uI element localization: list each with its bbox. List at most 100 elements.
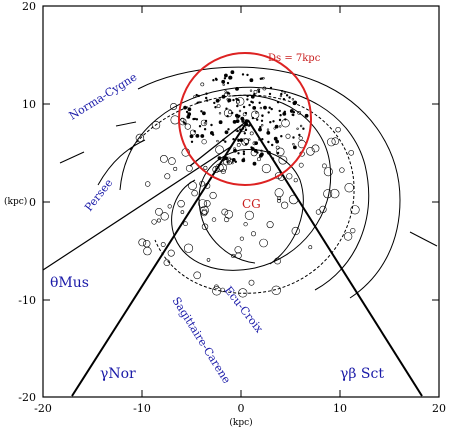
star-point bbox=[263, 105, 267, 110]
star-point bbox=[276, 151, 280, 155]
star-point bbox=[200, 134, 205, 138]
star-point bbox=[243, 222, 248, 227]
star-point bbox=[276, 147, 285, 157]
star-point bbox=[170, 103, 178, 111]
star-point bbox=[230, 70, 235, 75]
star-point bbox=[198, 124, 202, 128]
star-point bbox=[331, 137, 340, 145]
star-point bbox=[261, 163, 272, 174]
star-point bbox=[281, 118, 290, 128]
star-point bbox=[236, 142, 241, 147]
star-point bbox=[143, 246, 152, 256]
star-point bbox=[164, 173, 171, 180]
star-point bbox=[241, 118, 246, 123]
star-point bbox=[199, 180, 205, 187]
star-point bbox=[223, 77, 227, 80]
direction-gamma-beta-sct: γβ Sct bbox=[340, 366, 384, 382]
star-point bbox=[242, 112, 247, 117]
star-point bbox=[274, 124, 279, 129]
star-point bbox=[226, 81, 230, 85]
star-point bbox=[280, 135, 283, 138]
star-point bbox=[246, 98, 249, 101]
star-point bbox=[214, 105, 217, 109]
star-point bbox=[223, 108, 233, 118]
star-point bbox=[183, 105, 188, 110]
star-point bbox=[286, 173, 293, 180]
star-point bbox=[282, 97, 286, 101]
star-point bbox=[266, 221, 274, 229]
left-arm-fragment bbox=[115, 121, 137, 127]
star-point bbox=[281, 201, 289, 209]
star-point bbox=[190, 140, 194, 144]
star-point bbox=[218, 163, 227, 172]
star-point bbox=[271, 143, 274, 147]
star-point bbox=[285, 94, 289, 97]
star-point bbox=[272, 120, 275, 123]
star-point bbox=[214, 284, 219, 290]
star-point bbox=[292, 136, 295, 139]
star-point bbox=[285, 133, 291, 139]
star-point bbox=[191, 189, 198, 197]
star-point bbox=[232, 120, 237, 124]
star-point bbox=[253, 90, 258, 94]
star-point bbox=[184, 123, 191, 130]
star-point bbox=[168, 157, 176, 165]
star-point bbox=[261, 138, 264, 141]
star-point bbox=[288, 194, 299, 205]
star-point bbox=[299, 124, 303, 128]
star-point bbox=[238, 288, 248, 298]
star-point bbox=[212, 286, 222, 296]
star-point bbox=[348, 150, 355, 156]
star-point bbox=[186, 115, 191, 119]
star-point bbox=[260, 149, 263, 153]
star-point bbox=[350, 205, 360, 215]
star-point bbox=[218, 112, 222, 115]
star-point bbox=[167, 204, 172, 209]
star-point bbox=[242, 105, 246, 109]
star-point bbox=[160, 212, 169, 221]
star-point bbox=[267, 150, 271, 155]
star-point bbox=[188, 181, 197, 191]
star-point bbox=[135, 133, 145, 143]
star-point bbox=[274, 188, 284, 198]
star-point bbox=[200, 110, 203, 113]
star-point bbox=[189, 129, 196, 136]
x-tick-label: 0 bbox=[238, 402, 245, 415]
star-point bbox=[274, 257, 281, 265]
star-point bbox=[151, 120, 161, 130]
star-point bbox=[203, 165, 208, 170]
circle-label: Ds = 7kpc bbox=[268, 53, 321, 64]
star-point bbox=[259, 106, 263, 110]
star-point bbox=[195, 93, 198, 97]
star-point bbox=[335, 126, 341, 133]
direction-gamma-nor: γNor bbox=[100, 366, 136, 382]
star-point bbox=[276, 100, 280, 104]
star-point bbox=[138, 238, 147, 247]
star-point bbox=[231, 253, 236, 258]
star-point bbox=[249, 131, 254, 136]
norma-cygne-arm bbox=[137, 66, 401, 299]
star-point bbox=[203, 128, 207, 131]
arm-label-sagittaire: Sagittaire-Carene bbox=[169, 295, 233, 386]
star-point bbox=[281, 89, 284, 93]
star-point bbox=[221, 79, 226, 84]
star-point bbox=[222, 158, 226, 162]
theta-mus-sightline bbox=[42, 145, 233, 271]
star-point bbox=[240, 116, 245, 121]
star-point bbox=[276, 198, 281, 203]
star-point bbox=[252, 141, 257, 146]
star-point bbox=[258, 127, 262, 132]
star-point bbox=[323, 167, 333, 177]
star-point bbox=[308, 245, 313, 250]
star-point bbox=[267, 140, 270, 144]
star-point bbox=[350, 228, 356, 234]
star-point bbox=[239, 138, 244, 143]
star-point bbox=[228, 75, 233, 80]
star-point bbox=[256, 118, 259, 121]
right-fragment bbox=[409, 231, 438, 247]
star-point bbox=[206, 99, 209, 102]
sightline-cone bbox=[71, 119, 423, 397]
star-point bbox=[155, 208, 163, 216]
star-point bbox=[291, 98, 295, 101]
star-point bbox=[257, 88, 261, 92]
